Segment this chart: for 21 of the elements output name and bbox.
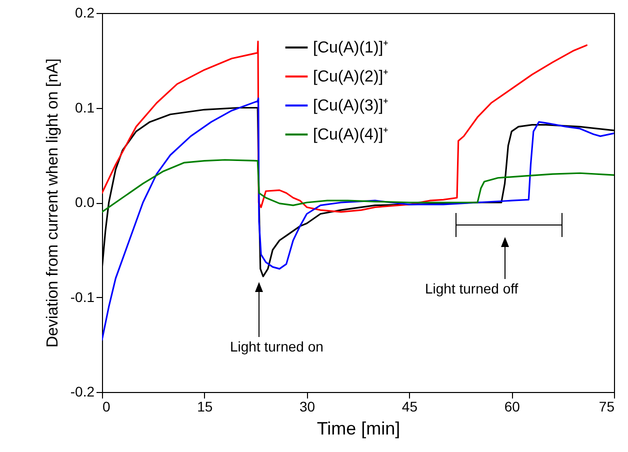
line-series [102, 159, 614, 213]
legend-label: [Cu(A)(1)]⁺ [313, 40, 388, 56]
x-tick-label: 45 [402, 398, 418, 414]
y-tick-label: -0.2 [70, 384, 95, 400]
x-axis-title: Time [min] [316, 418, 400, 438]
y-tick-label: -0.1 [70, 288, 95, 305]
legend-label: [Cu(A)(3)]⁺ [313, 98, 388, 114]
y-tick-label: 0.2 [75, 4, 95, 20]
y-tick-label: 0.0 [75, 194, 95, 210]
x-tick-label: 75 [598, 398, 615, 414]
legend-label: [Cu(A)(2)]⁺ [313, 68, 388, 86]
x-tick-label: 0 [102, 398, 110, 414]
annotation: Light turned on [230, 338, 324, 354]
annotation: Light turned off [425, 280, 518, 296]
line-series [102, 97, 614, 341]
x-tick-label: 30 [300, 398, 316, 414]
x-tick-label: 60 [504, 398, 520, 414]
x-tick-label: 15 [197, 398, 213, 414]
y-axis-title: Deviation from current when light on [nA] [44, 58, 62, 348]
y-tick-label: 0.1 [75, 99, 95, 116]
legend-label: [Cu(A)(4)]⁺ [313, 126, 388, 144]
